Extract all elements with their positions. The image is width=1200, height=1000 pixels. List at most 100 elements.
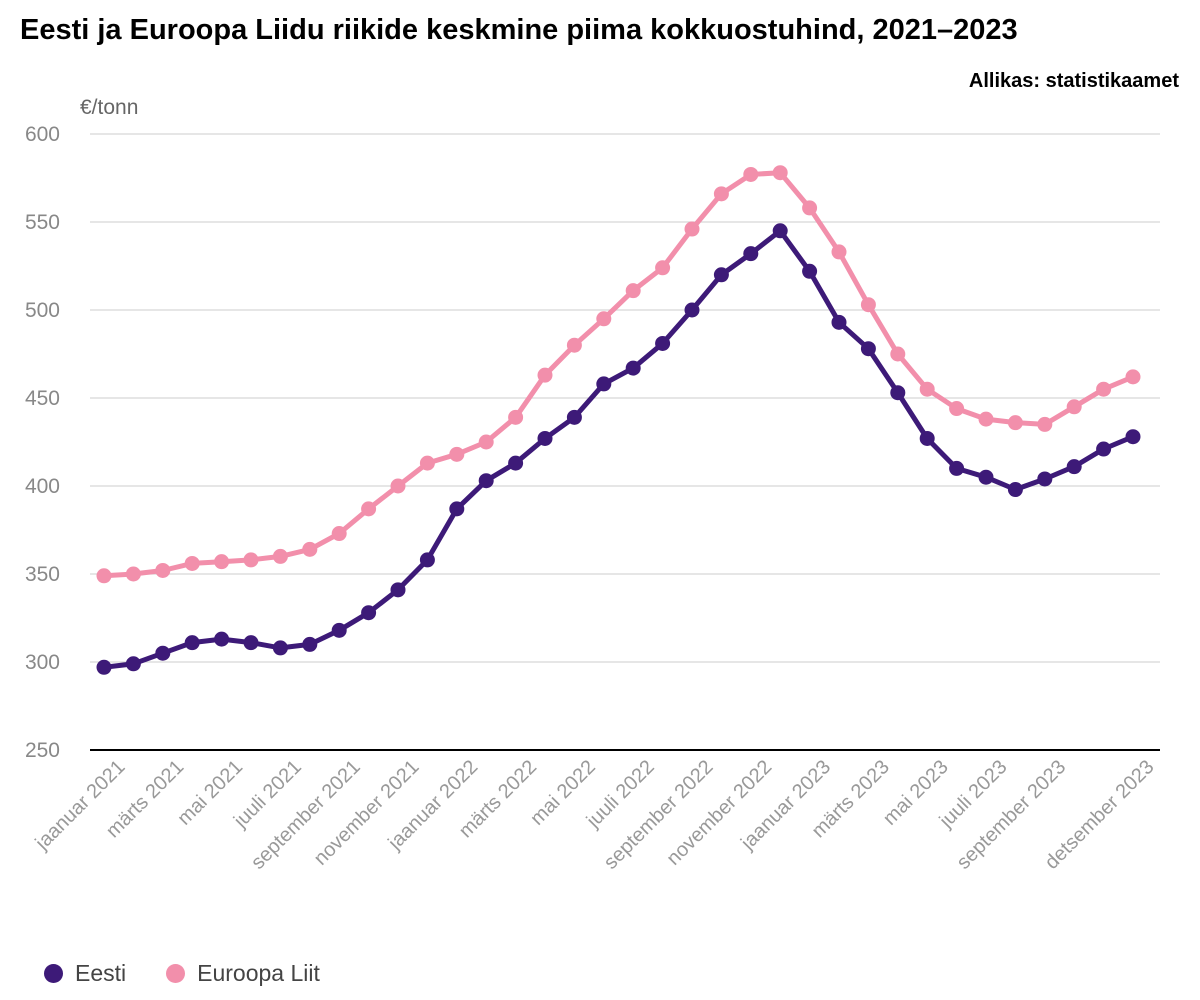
data-point-euroopa-liit [890,346,906,362]
data-point-eesti [155,645,171,661]
chart-title: Eesti ja Euroopa Liidu riikide keskmine … [20,14,1018,46]
y-tick-label: 350 [25,563,60,586]
data-point-eesti [419,552,435,568]
data-point-eesti [478,473,494,489]
data-point-euroopa-liit [1037,416,1053,432]
data-point-eesti [1007,482,1023,498]
data-point-eesti [949,460,965,476]
data-point-euroopa-liit [566,337,582,353]
y-tick-label: 500 [25,299,60,322]
y-tick-label: 400 [25,475,60,498]
data-point-eesti [96,659,112,675]
data-point-euroopa-liit [272,548,288,564]
legend-marker-euroopa-liit [166,964,186,983]
data-point-euroopa-liit [860,297,876,313]
data-point-eesti [243,635,259,651]
data-point-eesti [831,314,847,330]
data-point-euroopa-liit [655,260,671,276]
data-point-eesti [302,636,318,652]
data-point-euroopa-liit [449,446,465,462]
series-line-eesti [101,228,1136,670]
data-point-euroopa-liit [96,568,112,584]
data-point-eesti [625,360,641,376]
data-point-eesti [919,430,935,446]
data-point-euroopa-liit [684,221,700,237]
legend-marker-eesti [44,964,63,983]
data-point-eesti [272,640,288,656]
data-point-eesti [772,223,788,239]
data-point-euroopa-liit [949,401,965,417]
gridlines [90,133,1160,751]
data-point-eesti [214,631,230,647]
data-point-eesti [184,635,200,651]
data-point-euroopa-liit [713,186,729,202]
data-point-eesti [449,501,465,517]
data-point-eesti [537,430,553,446]
legend-item-euroopa-liit: Euroopa Liit [166,960,320,987]
data-point-euroopa-liit [1007,415,1023,431]
data-point-euroopa-liit [184,555,200,571]
data-point-eesti [713,267,729,283]
x-tick-label: november 2021 [310,756,424,870]
x-tick-label: november 2022 [663,756,777,870]
data-point-eesti [978,469,994,485]
data-point-euroopa-liit [537,367,553,383]
y-tick-label: 300 [25,651,60,674]
data-point-eesti [508,455,524,471]
series-euroopa-liit [96,165,1141,584]
data-point-eesti [331,622,347,638]
data-point-euroopa-liit [419,455,435,471]
data-point-euroopa-liit [508,409,524,425]
series-eesti [96,223,1141,675]
legend-label-euroopa-liit: Euroopa Liit [197,960,320,986]
data-point-euroopa-liit [361,501,377,517]
data-point-euroopa-liit [302,541,318,557]
series-lines [96,165,1141,675]
source-note: Allikas: statistikaamet [968,70,1179,92]
data-point-eesti [655,335,671,351]
data-point-eesti [684,302,700,318]
data-point-euroopa-liit [743,166,759,182]
data-point-eesti [1037,471,1053,487]
data-point-euroopa-liit [978,411,994,427]
y-tick-label: 550 [25,211,60,234]
data-point-eesti [596,376,612,392]
data-point-eesti [125,656,141,672]
data-point-euroopa-liit [625,283,641,299]
legend: Eesti Euroopa Liit [44,960,360,987]
data-point-eesti [743,246,759,262]
y-axis-unit-label: €/tonn [80,96,138,119]
data-point-euroopa-liit [1096,381,1112,397]
data-point-euroopa-liit [478,434,494,450]
x-tick-label: september 2022 [600,756,718,874]
y-tick-label: 450 [25,387,60,410]
data-point-euroopa-liit [1125,369,1141,385]
data-point-euroopa-liit [214,554,230,570]
legend-label-eesti: Eesti [75,960,127,986]
data-point-euroopa-liit [831,244,847,260]
data-point-euroopa-liit [596,311,612,327]
data-point-euroopa-liit [1066,399,1082,415]
data-point-eesti [566,409,582,425]
data-point-euroopa-liit [772,165,788,181]
data-point-eesti [860,341,876,357]
data-point-eesti [1125,429,1141,445]
data-point-euroopa-liit [155,562,171,578]
data-point-euroopa-liit [243,552,259,568]
data-point-eesti [1096,441,1112,457]
y-tick-label: 600 [25,123,60,146]
data-point-euroopa-liit [331,526,347,542]
data-point-eesti [361,605,377,621]
x-tick-label: september 2021 [247,756,365,874]
data-point-euroopa-liit [125,566,141,582]
data-point-eesti [802,263,818,279]
data-point-eesti [890,385,906,401]
data-point-eesti [390,582,406,598]
data-point-euroopa-liit [919,381,935,397]
data-point-euroopa-liit [390,478,406,494]
y-axis-ticks: 250 300 350 400 450 500 550 600 [25,123,60,762]
legend-item-eesti: Eesti [44,960,126,987]
data-point-eesti [1066,459,1082,475]
